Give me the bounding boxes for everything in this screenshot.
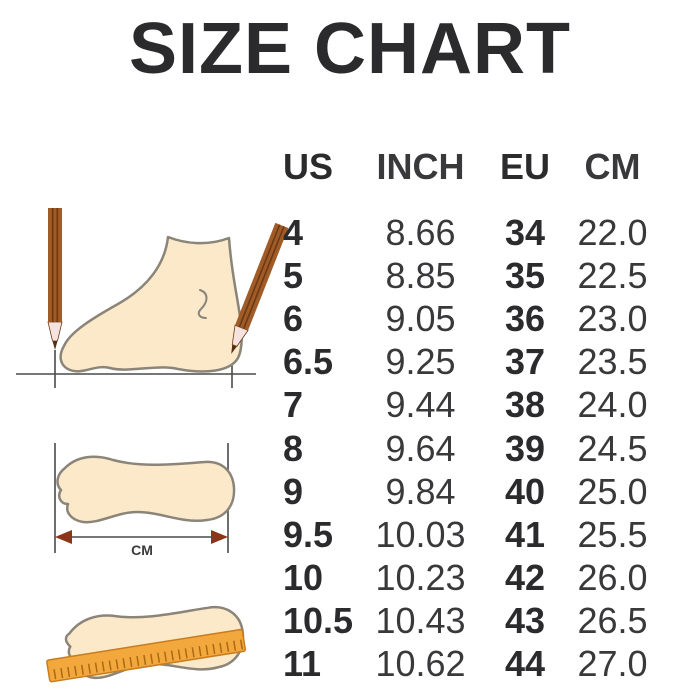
footprint-ruler-illustration [46,605,247,683]
pencil-body [235,222,288,331]
ankle-crease [197,289,208,319]
us-size: 11 [283,643,322,685]
us-size: 10 [283,557,324,599]
pencil-collar [47,321,63,342]
us-size: 6 [283,297,304,339]
inch-value: 10.23 [375,557,466,599]
arrowhead-right [211,530,228,544]
right-pencil-icon [231,222,288,354]
pencil-point [52,341,58,350]
cm-value: 25.5 [577,513,648,555]
ruler-icon [46,628,247,683]
us-size: 10.5 [283,600,354,642]
inch-value: 10.03 [375,513,466,555]
table-row: 6.5 9.25 37 23.5 [283,341,668,384]
table-row: 8 9.64 39 24.5 [283,427,668,470]
header-inch: INCH [376,146,465,187]
eu-size: 39 [504,427,546,469]
us-size: 7 [283,384,304,426]
table-row: 11 10.62 44 27.0 [283,643,668,686]
header-cm: CM [584,146,641,187]
us-size: 9.5 [283,513,334,555]
eu-size: 41 [504,513,546,555]
eu-size: 34 [504,211,546,253]
table-row: 6 9.05 36 23.0 [283,297,668,340]
inch-value: 9.84 [385,470,456,512]
cm-value: 26.5 [577,600,648,642]
ruler-ticks [53,639,244,680]
cm-arrow-label: CM [131,542,153,558]
table-row: 5 8.85 35 22.5 [283,254,668,297]
table-row: 9.5 10.03 41 25.5 [283,513,668,556]
inch-value: 9.64 [385,427,456,469]
foot-side-measure-illustration [16,208,288,388]
us-size: 5 [283,254,304,296]
table-header: US INCH EU CM [283,143,668,191]
inch-value: 9.25 [385,341,456,383]
page-title: SIZE CHART [129,9,571,89]
table-row: 10.5 10.43 43 26.5 [283,600,668,643]
eu-size: 43 [504,600,546,642]
footprint-shape [56,455,236,524]
cm-value: 23.5 [577,341,648,383]
pencil-stripe [238,224,281,328]
cm-value: 24.0 [577,384,648,426]
cm-value: 24.5 [577,427,648,469]
size-table: US INCH EU CM 4 8.66 34 22.0 5 8.85 35 2… [283,143,668,686]
cm-value: 22.5 [577,254,648,296]
header-eu: EU [499,146,550,187]
pencil-point [231,344,237,354]
inch-value: 10.62 [375,643,466,685]
pencil-stripe [242,226,285,329]
table-row: 4 8.66 34 22.0 [283,211,668,254]
footprint-width-illustration: CM [54,443,236,558]
inch-value: 10.43 [375,600,466,642]
eu-size: 44 [504,643,546,685]
table-row: 7 9.44 38 24.0 [283,384,668,427]
table-row: 9 9.84 40 25.0 [283,470,668,513]
inch-value: 8.85 [385,254,456,296]
us-size: 9 [283,470,304,512]
header-us: US [283,146,334,187]
eu-size: 42 [504,557,546,599]
us-size: 8 [283,427,304,469]
cm-value: 23.0 [577,297,648,339]
eu-size: 36 [504,297,546,339]
inch-value: 9.44 [385,384,456,426]
cm-value: 26.0 [577,557,648,599]
foot-side-shape [59,235,243,373]
us-size: 6.5 [283,341,334,383]
cm-value: 25.0 [577,470,648,512]
cm-value: 22.0 [577,211,648,253]
us-size: 4 [283,211,304,253]
eu-size: 40 [504,470,546,512]
left-pencil-icon [47,208,63,350]
cm-value: 27.0 [577,643,648,685]
inch-value: 9.05 [385,297,456,339]
eu-size: 38 [504,384,546,426]
table-row: 10 10.23 42 26.0 [283,557,668,600]
eu-size: 35 [504,254,546,296]
pencil-body [48,208,62,322]
arrowhead-left [55,530,72,544]
inch-value: 8.66 [385,211,456,253]
eu-size: 37 [504,341,546,383]
